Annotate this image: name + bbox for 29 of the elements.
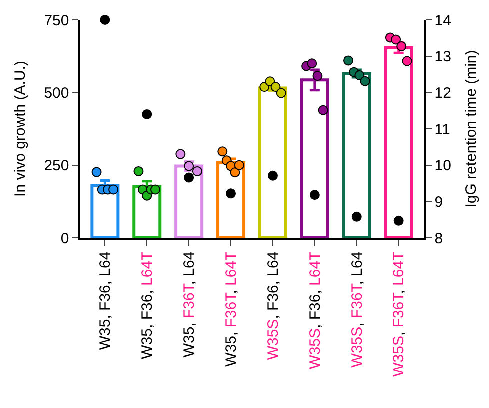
- point: [226, 188, 236, 199]
- x-tick-label: W35S, F36T, L64: [348, 252, 366, 368]
- x-tick-label: W35, F36T, L64: [180, 252, 198, 358]
- y2-tick-label: 12: [434, 84, 452, 102]
- point: [142, 109, 152, 120]
- y2-tick-label: 10: [434, 158, 452, 175]
- point: [310, 190, 320, 200]
- y2-tick-label: 13: [434, 48, 452, 66]
- x-tick-label: W35, F36, L64: [97, 252, 114, 350]
- y2-tick-label: 11: [434, 121, 450, 138]
- y-axis-title: In vivo growth (A.U.): [12, 61, 29, 197]
- x-tick-label: W35, F36, L64T: [138, 252, 156, 360]
- y-tick-label: 500: [44, 84, 70, 102]
- y2-tick-label: 8: [434, 230, 444, 248]
- x-tick-label: W35S, F36, L64T: [306, 252, 324, 370]
- y2-tick-label: 14: [434, 12, 452, 30]
- point: [100, 15, 110, 25]
- x-tick-label: W35S, F36T, L64T: [390, 252, 408, 377]
- point: [394, 216, 404, 226]
- point: [268, 170, 278, 181]
- point: [352, 212, 362, 222]
- y-tick-label: 250: [44, 158, 70, 175]
- y2-axis-title: IgG retention time (min): [462, 50, 480, 208]
- y-tick-label: 750: [44, 12, 70, 30]
- x-tick-label: W35S, F36, L64: [264, 252, 282, 360]
- x-tick-label: W35, F36T, L64T: [222, 252, 240, 367]
- y-tick-label: 0: [60, 230, 70, 248]
- point: [184, 172, 194, 183]
- y2-tick-label: 9: [434, 194, 444, 211]
